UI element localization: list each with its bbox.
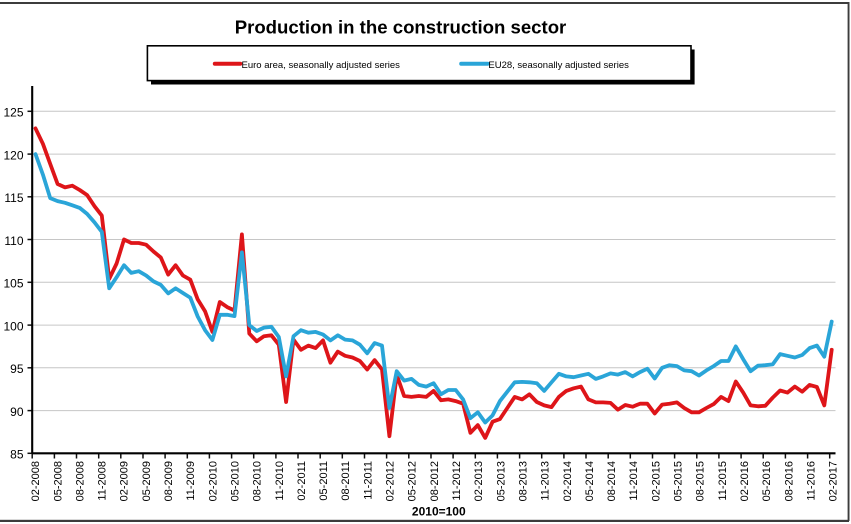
svg-text:02-2008: 02-2008 (30, 461, 42, 501)
svg-text:11-2008: 11-2008 (97, 461, 109, 501)
svg-text:Euro area, seasonally adjusted: Euro area, seasonally adjusted series (242, 60, 401, 71)
svg-text:11-2015: 11-2015 (717, 461, 729, 501)
svg-text:11-2009: 11-2009 (185, 461, 197, 501)
svg-text:11-2016: 11-2016 (806, 461, 818, 501)
svg-text:11-2013: 11-2013 (540, 461, 552, 501)
svg-text:08-2009: 08-2009 (163, 461, 175, 501)
svg-text:02-2016: 02-2016 (739, 461, 751, 501)
svg-text:02-2013: 02-2013 (473, 461, 485, 501)
svg-text:02-2017: 02-2017 (828, 461, 840, 501)
svg-text:08-2013: 08-2013 (518, 461, 530, 501)
svg-text:08-2008: 08-2008 (74, 461, 86, 501)
svg-text:EU28, seasonally adjusted seri: EU28, seasonally adjusted series (488, 60, 629, 71)
svg-text:95: 95 (10, 362, 24, 376)
svg-text:02-2015: 02-2015 (650, 461, 662, 501)
svg-text:08-2015: 08-2015 (695, 461, 707, 501)
svg-text:05-2008: 05-2008 (52, 461, 64, 501)
svg-text:05-2015: 05-2015 (673, 461, 685, 501)
svg-text:120: 120 (3, 148, 23, 162)
svg-text:05-2010: 05-2010 (230, 461, 242, 501)
svg-text:115: 115 (4, 191, 23, 205)
svg-text:90: 90 (10, 405, 24, 419)
svg-text:11-2012: 11-2012 (451, 461, 463, 501)
svg-text:85: 85 (10, 448, 24, 462)
svg-text:05-2016: 05-2016 (761, 461, 773, 501)
svg-text:100: 100 (3, 319, 23, 333)
svg-text:Production in the construction: Production in the construction sector (235, 17, 567, 38)
svg-text:110: 110 (4, 234, 23, 248)
svg-text:08-2012: 08-2012 (429, 461, 441, 501)
svg-text:08-2014: 08-2014 (606, 461, 618, 501)
svg-text:05-2013: 05-2013 (495, 461, 507, 501)
svg-text:02-2011: 02-2011 (296, 461, 308, 501)
svg-text:05-2014: 05-2014 (584, 461, 596, 501)
svg-text:05-2009: 05-2009 (141, 461, 153, 501)
svg-text:105: 105 (3, 277, 23, 291)
svg-text:08-2010: 08-2010 (252, 461, 264, 501)
svg-text:02-2012: 02-2012 (385, 461, 397, 501)
svg-text:05-2011: 05-2011 (318, 461, 330, 501)
svg-text:02-2009: 02-2009 (119, 461, 131, 501)
svg-text:08-2011: 08-2011 (340, 461, 352, 501)
svg-text:125: 125 (3, 106, 23, 120)
svg-text:08-2016: 08-2016 (783, 461, 795, 501)
svg-text:02-2010: 02-2010 (207, 461, 219, 501)
svg-text:11-2010: 11-2010 (274, 461, 286, 501)
svg-text:02-2014: 02-2014 (562, 461, 574, 501)
svg-text:05-2012: 05-2012 (407, 461, 419, 501)
svg-text:11-2014: 11-2014 (628, 461, 640, 501)
svg-text:11-2011: 11-2011 (362, 461, 374, 500)
svg-text:2010=100: 2010=100 (412, 505, 466, 519)
